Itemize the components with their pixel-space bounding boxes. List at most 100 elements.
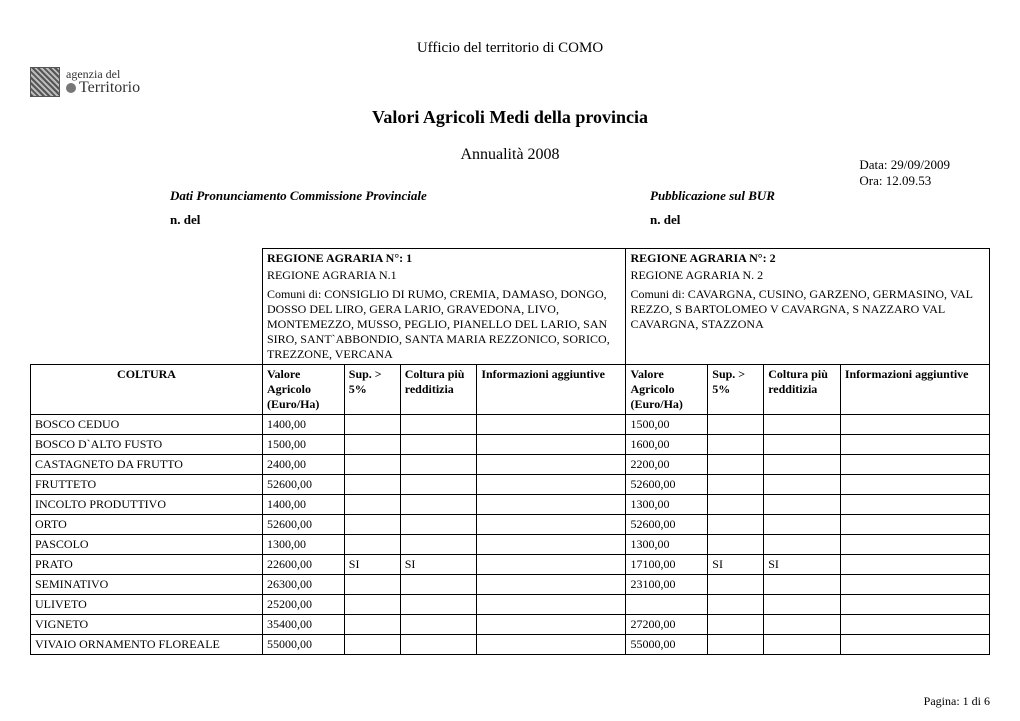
table-cell [344,535,400,555]
col-valore-1: Valore Agricolo (Euro/Ha) [262,365,344,415]
col-redd-2: Coltura più redditizia [764,365,841,415]
table-cell: 17100,00 [626,555,708,575]
table-cell: 1400,00 [262,495,344,515]
table-cell: CASTAGNETO DA FRUTTO [31,455,263,475]
table-cell: 55000,00 [626,635,708,655]
table-row: BOSCO D`ALTO FUSTO1500,001600,00 [31,435,990,455]
table-row: FRUTTETO52600,0052600,00 [31,475,990,495]
table-row: ULIVETO25200,00 [31,595,990,615]
ndel-left: n. del [170,212,650,228]
table-cell [344,475,400,495]
table-row: CASTAGNETO DA FRUTTO2400,002200,00 [31,455,990,475]
table-cell [764,415,841,435]
table-cell: 52600,00 [262,515,344,535]
table-cell [840,475,989,495]
date-label: Data: 29/09/2009 [859,157,950,173]
table-cell: 55000,00 [262,635,344,655]
table-cell [708,575,764,595]
data-table: REGIONE AGRARIA N°: 1 REGIONE AGRARIA N.… [30,248,990,655]
col-valore-2: Valore Agricolo (Euro/Ha) [626,365,708,415]
table-cell: 52600,00 [626,475,708,495]
table-cell [400,535,477,555]
table-cell: 52600,00 [626,515,708,535]
table-cell: 52600,00 [262,475,344,495]
col-info-2: Informazioni aggiuntive [840,365,989,415]
table-cell [477,615,626,635]
col-redd-1: Coltura più redditizia [400,365,477,415]
col-coltura: COLTURA [31,365,263,415]
table-cell [708,595,764,615]
table-cell: ORTO [31,515,263,535]
table-cell: 23100,00 [626,575,708,595]
col-sup-2: Sup. > 5% [708,365,764,415]
page-title: Valori Agricoli Medi della provincia [30,107,990,128]
table-cell: 27200,00 [626,615,708,635]
table-cell [400,495,477,515]
table-cell [400,615,477,635]
agency-logo: agenzia del Territorio [30,67,140,97]
pubblicazione-label: Pubblicazione sul BUR [650,188,775,204]
table-cell [477,575,626,595]
table-cell: VIGNETO [31,615,263,635]
table-cell [764,475,841,495]
table-cell [708,475,764,495]
table-cell [764,595,841,615]
table-cell [708,435,764,455]
table-cell [400,455,477,475]
table-cell [344,575,400,595]
table-cell: SI [344,555,400,575]
page-number: Pagina: 1 di 6 [924,694,990,709]
table-cell [764,615,841,635]
table-cell: PASCOLO [31,535,263,555]
table-cell: 25200,00 [262,595,344,615]
table-row: PASCOLO1300,001300,00 [31,535,990,555]
table-cell [344,455,400,475]
table-cell [764,435,841,455]
table-cell [708,535,764,555]
table-cell: BOSCO CEDUO [31,415,263,435]
col-sup-1: Sup. > 5% [344,365,400,415]
table-cell: 22600,00 [262,555,344,575]
table-row: INCOLTO PRODUTTIVO1400,001300,00 [31,495,990,515]
region2-name: REGIONE AGRARIA N. 2 [630,268,985,283]
table-cell [344,415,400,435]
table-cell [708,455,764,475]
table-row: VIGNETO35400,0027200,00 [31,615,990,635]
table-cell: 1300,00 [262,535,344,555]
table-cell: SI [400,555,477,575]
table-cell [344,435,400,455]
table-cell [400,515,477,535]
region1-name: REGIONE AGRARIA N.1 [267,268,621,283]
table-cell: 2200,00 [626,455,708,475]
table-cell: 1600,00 [626,435,708,455]
table-cell [840,595,989,615]
table-cell [400,415,477,435]
table-cell [840,615,989,635]
table-cell: VIVAIO ORNAMENTO FLOREALE [31,635,263,655]
table-cell [344,515,400,535]
logo-line2: Territorio [79,80,140,96]
table-cell [477,515,626,535]
table-cell [626,595,708,615]
table-cell [400,595,477,615]
table-cell: ULIVETO [31,595,263,615]
table-cell [344,635,400,655]
ndel-right: n. del [650,212,680,228]
table-cell [708,495,764,515]
table-cell [477,455,626,475]
table-cell [840,635,989,655]
table-row: PRATO22600,00SISI17100,00SISI [31,555,990,575]
pronunciamento-label: Dati Pronunciamento Commissione Provinci… [170,188,650,204]
table-cell [840,495,989,515]
table-cell [477,435,626,455]
logo-icon [30,67,60,97]
table-cell: SI [708,555,764,575]
table-row: BOSCO CEDUO1400,001500,00 [31,415,990,435]
table-cell [840,515,989,535]
table-cell: 1300,00 [626,495,708,515]
table-cell [477,635,626,655]
table-cell: 1300,00 [626,535,708,555]
table-row: VIVAIO ORNAMENTO FLOREALE55000,0055000,0… [31,635,990,655]
table-cell [764,455,841,475]
table-cell: PRATO [31,555,263,575]
